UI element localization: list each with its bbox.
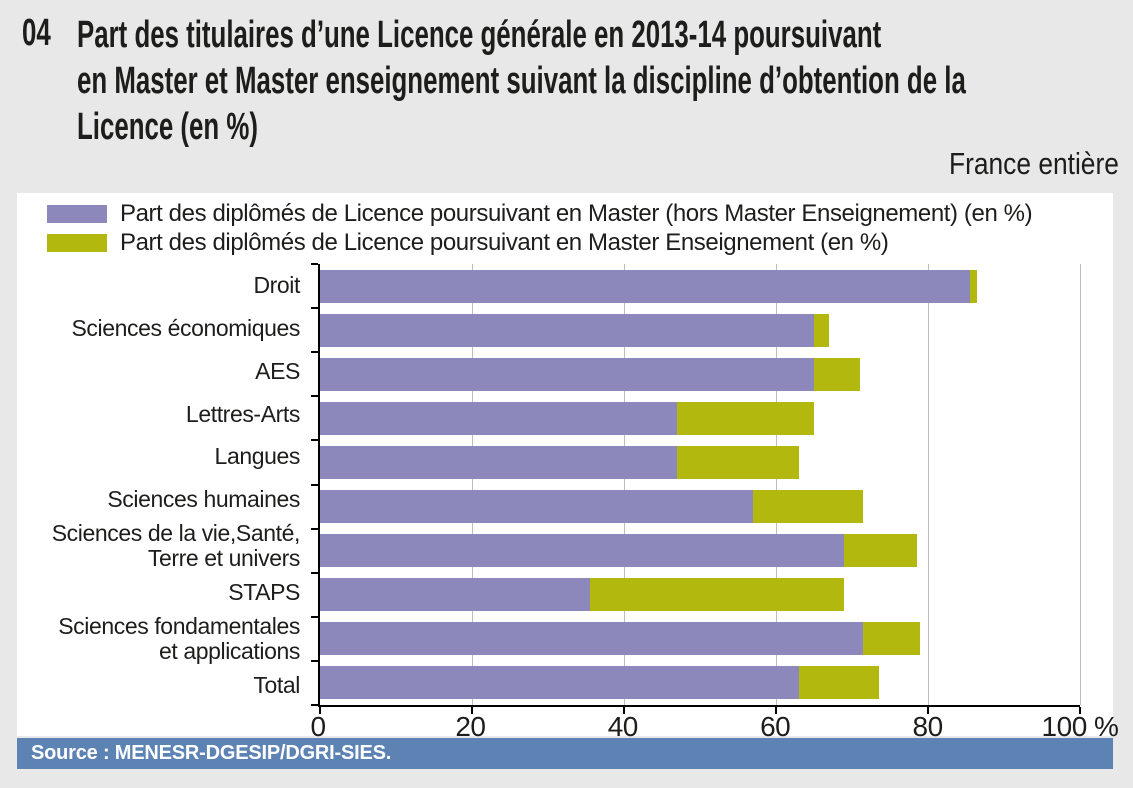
stacked-bar: [320, 490, 1080, 524]
bar-segment-master: [320, 666, 799, 700]
bar-row: [320, 617, 1080, 661]
category-tick: [311, 439, 318, 442]
bar-segment-enseignement: [863, 622, 921, 656]
source-text: Source : MENESR-DGESIP/DGRI-SIES.: [31, 742, 392, 764]
bar-row: [320, 264, 1080, 308]
category-label: Langues: [214, 443, 301, 470]
bar-segment-master: [320, 578, 590, 612]
stacked-bar: [320, 313, 1080, 347]
category-tick: [311, 483, 318, 486]
x-axis-labels: 0 20 40 60 80 100 %: [310, 711, 1118, 743]
source-band: Source : MENESR-DGESIP/DGRI-SIES.: [17, 738, 1113, 769]
bar-row: [320, 396, 1080, 440]
stacked-bar: [320, 622, 1080, 656]
bar-segment-master: [320, 534, 845, 568]
category-label: AES: [255, 357, 300, 384]
legend-row-master: Part des diplômés de Licence poursuivant…: [47, 199, 1033, 228]
category-label: Total: [253, 672, 300, 699]
bar-segment-enseignement: [814, 313, 830, 347]
bar-rows: [320, 264, 1080, 705]
category-tick: [311, 307, 318, 310]
x-axis-label: 0: [310, 711, 326, 742]
bar-segment-enseignement: [798, 666, 879, 700]
bar-segment-enseignement: [969, 269, 978, 303]
gridline: [1080, 264, 1081, 705]
stacked-bar: [320, 578, 1080, 612]
category-label: Sciences humaines: [107, 486, 300, 513]
x-axis-tick: [927, 707, 929, 714]
category-tick: [311, 351, 318, 354]
x-axis-tick: [775, 707, 777, 714]
category-label: Sciences de la vie,Santé, Terre et unive…: [51, 520, 301, 572]
x-axis-tick: [623, 707, 625, 714]
bar-row: [320, 308, 1080, 352]
x-axis-label: 80: [912, 711, 944, 742]
x-axis-tick: [319, 707, 321, 714]
gridline: [472, 264, 473, 705]
category-label: STAPS: [228, 579, 300, 606]
stacked-bar: [320, 269, 1080, 303]
category-label: Droit: [253, 271, 300, 298]
x-axis-tick: [471, 707, 473, 714]
stacked-bar: [320, 401, 1080, 435]
bar-row: [320, 573, 1080, 617]
bar-segment-master: [320, 401, 678, 435]
title-line-3: Licence (en %): [77, 106, 258, 148]
legend: Part des diplômés de Licence poursuivant…: [47, 199, 1033, 257]
figure-number: 04: [22, 12, 51, 54]
bar-segment-enseignement: [677, 445, 799, 479]
gridline: [776, 264, 777, 705]
stacked-bar: [320, 666, 1080, 700]
category-label: Sciences économiques: [71, 314, 300, 341]
bar-segment-enseignement: [753, 490, 864, 524]
x-axis-tick: [1079, 707, 1081, 714]
stacked-bar: [320, 445, 1080, 479]
x-axis-label: 100 %: [1041, 711, 1119, 742]
bar-segment-master: [320, 445, 678, 479]
legend-label-enseignement: Part des diplômés de Licence poursuivant…: [120, 228, 889, 256]
legend-row-enseignement: Part des diplômés de Licence poursuivant…: [47, 228, 1032, 257]
bar-segment-enseignement: [589, 578, 845, 612]
category-tick: [311, 263, 318, 265]
title-line-2: en Master et Master enseignement suivant…: [77, 60, 966, 102]
bar-segment-enseignement: [677, 401, 814, 435]
category-tick: [311, 615, 318, 618]
title-line-1: Part des titulaires d’une Licence généra…: [77, 14, 882, 56]
bar-segment-master: [320, 622, 864, 656]
bar-row: [320, 661, 1080, 705]
category-labels: Droit Sciences économiques AES Lettres-Arts…: [17, 264, 309, 707]
x-axis-label: 60: [760, 711, 791, 742]
gridline: [624, 264, 625, 705]
legend-swatch-master: [47, 204, 107, 223]
chart-box: Part des diplômés de Licence poursuivant…: [17, 193, 1119, 742]
bar-row: [320, 529, 1080, 573]
bar-segment-master: [320, 313, 814, 347]
category-tick: [311, 395, 318, 398]
x-axis-label: 20: [455, 711, 486, 742]
bar-segment-master: [320, 269, 970, 303]
region-label: France entière: [949, 146, 1119, 181]
bar-row: [320, 440, 1080, 484]
bar-segment-master: [320, 357, 814, 391]
category-label: Sciences fondamentales et applications: [58, 613, 300, 665]
bar-segment-enseignement: [844, 534, 917, 568]
stacked-bar: [320, 357, 1080, 391]
category-label: Lettres-Arts: [185, 400, 300, 427]
legend-swatch-enseignement: [47, 233, 107, 252]
legend-label-master: Part des diplômés de Licence poursuivant…: [120, 199, 1033, 227]
category-tick: [311, 659, 318, 662]
category-tick: [311, 704, 318, 706]
plot-area: [311, 263, 1081, 714]
bar-segment-master: [320, 490, 754, 524]
category-tick: [311, 571, 318, 574]
x-axis-label: 40: [607, 711, 639, 742]
category-tick: [311, 527, 318, 530]
bar-row: [320, 484, 1080, 528]
bar-row: [320, 352, 1080, 396]
bar-segment-enseignement: [814, 357, 860, 391]
gridline: [928, 264, 929, 705]
figure-title: Part des titulaires d’une Licence généra…: [77, 12, 966, 150]
stacked-bar: [320, 534, 1080, 568]
